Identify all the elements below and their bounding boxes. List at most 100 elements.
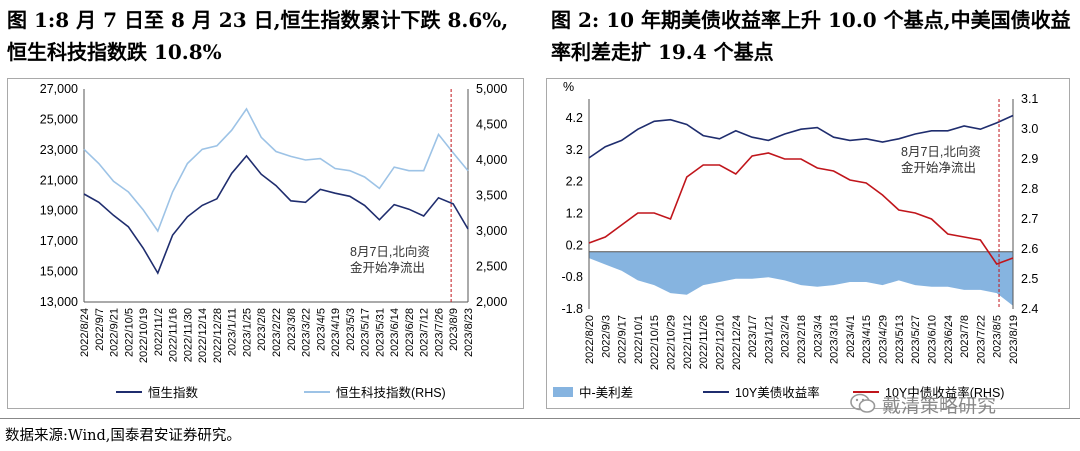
x-tick-label: 2023/4/15 — [861, 315, 873, 364]
chart-yield-svg: -1.8 -0.8 0.2 1.2 2.2 3.2 4.2 2.4 2.5 2.6 2.7 2.8 2.… — [553, 80, 1038, 400]
x-tick-label: 2023/3/18 — [829, 315, 841, 364]
x-tick-label: 2023/2/18 — [796, 315, 808, 364]
x-tick-label: 2023/5/31 — [374, 308, 386, 357]
y-left-tick-label: 23,000 — [40, 143, 78, 157]
y-right-tick-label: 4,500 — [476, 118, 507, 132]
y-left-tick-label: 17,000 — [40, 234, 78, 248]
x-tick-label: 2023/4/1 — [845, 315, 857, 358]
y-right-tick-label: 2.8 — [1021, 182, 1038, 196]
legend-swatch — [553, 387, 573, 397]
x-tick-label: 2023/4/5 — [315, 308, 327, 351]
footer-divider — [0, 418, 1080, 419]
y-right-tick-label: 3.1 — [1021, 92, 1038, 106]
y-right-tick-label: 2,500 — [476, 260, 507, 274]
x-tick-label: 2022/10/5 — [123, 308, 135, 357]
y-left-tick-label: 0.2 — [566, 238, 583, 252]
x-tick-label: 2023/1/21 — [763, 315, 775, 364]
x-tick-label: 2023/8/9 — [448, 308, 460, 351]
x-tick-label: 2022/9/7 — [94, 308, 106, 351]
y-left-tick-label: 13,000 — [40, 295, 78, 309]
y-right-tick-label: 3.0 — [1021, 122, 1038, 136]
x-tick-label: 2023/5/17 — [360, 308, 372, 357]
y-right-tick-label: 2.4 — [1021, 302, 1038, 316]
x-tick-label: 2022/11/2 — [153, 308, 165, 356]
y-left-tick-label: 4.2 — [566, 111, 583, 125]
x-tick-label: 2023/5/27 — [910, 315, 922, 364]
y-right-tick-label: 2.7 — [1021, 212, 1038, 226]
x-tick-label: 2022/10/15 — [649, 315, 661, 370]
y-right-tick-label: 3,000 — [476, 224, 507, 238]
x-tick-label: 2022/12/24 — [731, 315, 743, 370]
y-left-tick-label: 27,000 — [40, 82, 78, 96]
y-right-tick-label: 4,000 — [476, 153, 507, 167]
watermark-text: 戴清策略研究 — [882, 394, 997, 417]
chart-us-china-yield: -1.8 -0.8 0.2 1.2 2.2 3.2 4.2 2.4 2.5 2.6 2.7 2.8 2.… — [546, 78, 1070, 409]
y-left-tick-label: 2.2 — [566, 175, 583, 189]
annotation-text: 金开始净流出 — [350, 260, 425, 275]
legend-label: 恒生科技指数(RHS) — [336, 385, 446, 400]
series-line-10Y中债收益率(RHS) — [588, 152, 1014, 265]
x-tick-label: 2023/3/8 — [286, 308, 298, 351]
y-left-tick-label: -0.8 — [561, 270, 583, 284]
series-line-10Y美债收益率 — [588, 114, 1014, 159]
y-left-tick-label: 21,000 — [40, 173, 78, 187]
annotation-text: 8月7日,北向资 — [901, 144, 981, 159]
x-tick-label: 2023/5/13 — [894, 315, 906, 364]
x-tick-label: 2022/10/1 — [633, 315, 645, 364]
x-tick-label: 2022/11/30 — [182, 308, 194, 362]
chart-hang-seng: 13,000 15,000 17,000 19,000 21,000 23,000 25,0… — [7, 78, 524, 409]
x-tick-label: 2022/10/29 — [666, 315, 678, 370]
x-tick-label: 2023/2/22 — [271, 308, 283, 357]
figure-2-title: 图 2: 10 年期美债收益率上升 10.0 个基点,中美国债收益率利差走扩 1… — [551, 8, 1071, 64]
y-right-tick-label: 2.9 — [1021, 152, 1038, 166]
x-tick-label: 2023/8/19 — [1008, 315, 1020, 364]
x-tick-label: 2023/5/3 — [345, 308, 357, 351]
x-tick-label: 2022/8/20 — [584, 315, 596, 364]
x-tick-label: 2023/7/12 — [419, 308, 431, 357]
series-area-中-美利差 — [589, 251, 1013, 306]
x-tick-label: 2023/2/8 — [256, 308, 268, 351]
x-tick-label: 2023/1/11 — [227, 308, 239, 356]
y-left-tick-label: 3.2 — [566, 143, 583, 157]
y-left-tick-label: 19,000 — [40, 204, 78, 218]
x-tick-label: 2023/3/22 — [301, 308, 313, 357]
x-tick-label: 2022/11/16 — [168, 308, 180, 362]
x-tick-label: 2022/12/10 — [714, 315, 726, 370]
x-tick-label: 2023/7/8 — [959, 315, 971, 358]
legend-label: 10Y中债收益率(RHS) — [885, 385, 1004, 400]
y-right-tick-label: 3,500 — [476, 189, 507, 203]
y-right-tick-label: 2.5 — [1021, 272, 1038, 286]
x-tick-label: 2023/1/25 — [241, 308, 253, 357]
x-tick-label: 2022/11/12 — [682, 315, 694, 369]
y-left-tick-label: 15,000 — [40, 265, 78, 279]
x-tick-label: 2023/4/29 — [878, 315, 890, 364]
figure-1-title: 图 1:8 月 7 日至 8 月 23 日,恒生指数累计下跌 8.6%,恒生科技… — [7, 8, 509, 64]
data-source-note: 数据来源:Wind,国泰君安证券研究。 — [5, 428, 241, 444]
x-tick-label: 2023/6/28 — [404, 308, 416, 357]
x-tick-label: 2022/11/26 — [698, 315, 710, 369]
x-tick-label: 2023/6/24 — [943, 315, 955, 364]
x-tick-label: 2022/12/28 — [212, 308, 224, 363]
x-tick-label: 2023/3/4 — [812, 315, 824, 358]
series-line-恒生科技指数(RHS) — [83, 107, 469, 233]
x-tick-label: 2022/12/14 — [197, 308, 209, 363]
x-tick-label: 2023/2/4 — [780, 315, 792, 358]
watermark: 戴清策略研究 — [850, 389, 996, 419]
x-tick-label: 2023/8/5 — [992, 315, 1004, 358]
legend-label: 恒生指数 — [148, 385, 199, 400]
y-left-tick-label: 25,000 — [40, 112, 78, 126]
series-line-恒生指数 — [83, 154, 469, 275]
y-left-tick-label: -1.8 — [561, 302, 583, 316]
x-tick-label: 2023/7/26 — [433, 308, 445, 357]
x-tick-label: 2022/8/24 — [79, 308, 91, 357]
wechat-icon — [850, 393, 876, 413]
x-tick-label: 2023/6/14 — [389, 308, 401, 357]
annotation-text: 8月7日,北向资 — [350, 244, 430, 259]
y-left-unit: % — [563, 80, 574, 94]
y-left-tick-label: 1.2 — [566, 207, 583, 221]
chart-hang-seng-svg: 13,000 15,000 17,000 19,000 21,000 23,000 25,0… — [40, 82, 508, 400]
x-tick-label: 2023/8/23 — [463, 308, 475, 357]
legend-label: 中-美利差 — [579, 385, 633, 400]
x-tick-label: 2022/10/19 — [138, 308, 150, 363]
x-tick-label: 2023/1/7 — [747, 315, 759, 358]
